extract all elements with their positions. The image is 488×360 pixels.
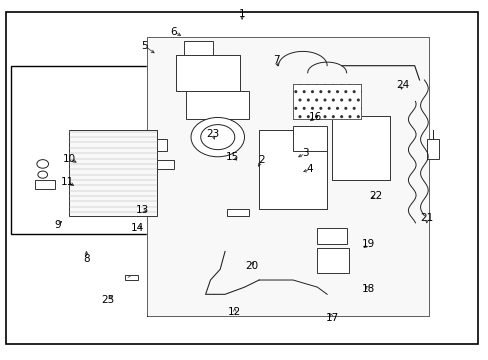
Bar [176, 55, 239, 91]
Text: 6: 6 [170, 27, 177, 37]
Text: 21: 21 [419, 212, 432, 222]
Bar [227, 208, 249, 216]
Text: 22: 22 [368, 191, 382, 201]
Bar [317, 248, 348, 273]
Bar [176, 55, 239, 91]
Polygon shape [147, 37, 428, 316]
Text: 24: 24 [395, 80, 408, 90]
Bar [144, 130, 157, 141]
Text: 2: 2 [258, 156, 264, 165]
Bar [331, 116, 389, 180]
Bar [292, 84, 361, 119]
Bar [69, 130, 157, 216]
Text: 16: 16 [308, 112, 321, 122]
Circle shape [37, 159, 48, 168]
Text: 9: 9 [54, 220, 61, 230]
Bar [259, 130, 326, 208]
Bar [292, 126, 326, 152]
Bar [147, 160, 174, 169]
Text: 13: 13 [136, 205, 149, 215]
Bar [259, 130, 326, 208]
Circle shape [38, 171, 47, 178]
Bar [186, 91, 249, 119]
Bar [183, 41, 212, 55]
Text: 10: 10 [63, 154, 76, 163]
Bar [292, 84, 361, 119]
Bar [317, 228, 346, 244]
Text: 1: 1 [238, 9, 245, 19]
Text: 3: 3 [302, 148, 308, 158]
Text: 7: 7 [272, 55, 279, 65]
Bar [11, 66, 181, 234]
Bar [331, 116, 389, 180]
Text: 18: 18 [361, 284, 374, 294]
Bar [147, 139, 166, 152]
Text: 15: 15 [225, 152, 239, 162]
Text: 20: 20 [244, 261, 258, 271]
Text: 14: 14 [131, 223, 144, 233]
Bar [125, 275, 137, 280]
Text: 19: 19 [361, 239, 374, 249]
Text: 12: 12 [228, 307, 241, 317]
Text: 8: 8 [83, 253, 90, 264]
Text: 25: 25 [102, 295, 115, 305]
Bar [426, 139, 438, 158]
Text: 5: 5 [141, 41, 148, 51]
Bar [35, 180, 55, 189]
Text: 17: 17 [325, 312, 338, 323]
Text: 11: 11 [61, 177, 74, 187]
Circle shape [191, 117, 244, 157]
Text: 23: 23 [206, 129, 219, 139]
Text: 4: 4 [306, 164, 313, 174]
